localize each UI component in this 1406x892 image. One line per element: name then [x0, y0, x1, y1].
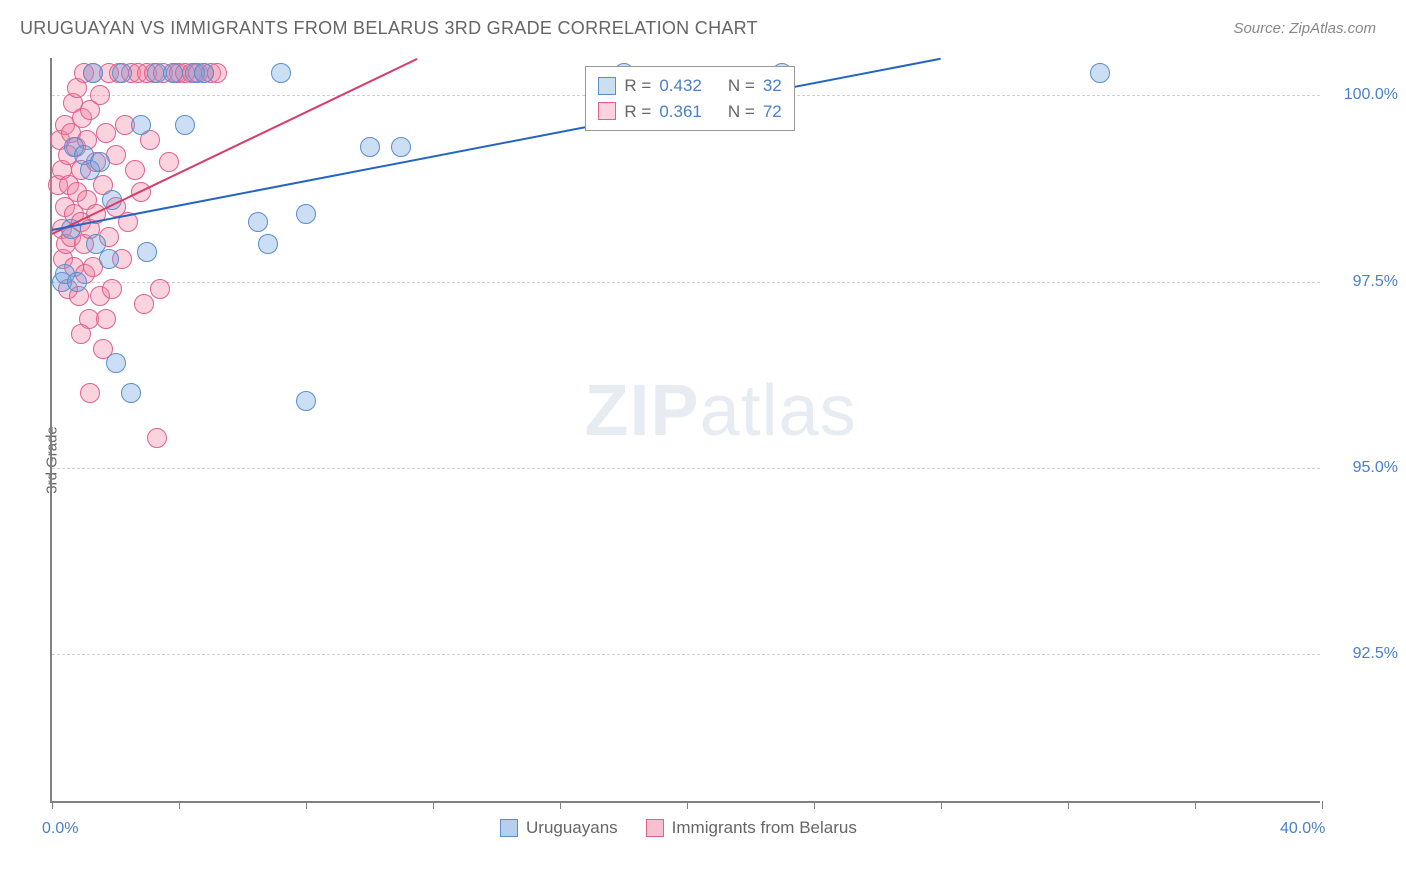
- data-point: [296, 391, 316, 411]
- data-point: [296, 204, 316, 224]
- x-tick: [560, 801, 561, 809]
- source-attribution: Source: ZipAtlas.com: [1233, 20, 1376, 37]
- legend-n-value: 72: [763, 99, 782, 125]
- legend-n-label: N =: [728, 73, 755, 99]
- legend-swatch: [646, 819, 664, 837]
- legend-r-value: 0.361: [659, 99, 702, 125]
- plot-area: ZIPatlas 100.0%97.5%95.0%92.5%R =0.432N …: [50, 58, 1320, 803]
- y-tick-label: 97.5%: [1353, 273, 1398, 291]
- data-point: [90, 152, 110, 172]
- data-point: [96, 309, 116, 329]
- data-point: [71, 324, 91, 344]
- gridline: [52, 654, 1320, 655]
- x-axis-max-label: 40.0%: [1280, 820, 1325, 838]
- legend-bottom: Uruguayans Immigrants from Belarus: [500, 818, 857, 838]
- data-point: [194, 63, 214, 83]
- legend-row: R = 0.432 N = 32: [598, 73, 781, 99]
- gridline: [52, 468, 1320, 469]
- legend-r-value: 0.432: [659, 73, 702, 99]
- legend-r-label: R =: [624, 73, 651, 99]
- data-point: [391, 137, 411, 157]
- data-point: [159, 152, 179, 172]
- data-point: [131, 115, 151, 135]
- legend-item: Immigrants from Belarus: [646, 818, 857, 838]
- legend-r-label: R =: [624, 99, 651, 125]
- legend-label: Uruguayans: [526, 818, 618, 838]
- gridline: [52, 282, 1320, 283]
- data-point: [137, 242, 157, 262]
- x-tick: [179, 801, 180, 809]
- data-point: [134, 294, 154, 314]
- data-point: [175, 115, 195, 135]
- data-point: [248, 212, 268, 232]
- y-tick-label: 100.0%: [1344, 86, 1398, 104]
- data-point: [67, 272, 87, 292]
- x-tick: [941, 801, 942, 809]
- legend-n-label: N =: [728, 99, 755, 125]
- y-tick-label: 95.0%: [1353, 459, 1398, 477]
- data-point: [163, 63, 183, 83]
- data-point: [150, 279, 170, 299]
- data-point: [147, 428, 167, 448]
- x-tick: [687, 801, 688, 809]
- correlation-legend: R = 0.432 N = 32 R = 0.361 N = 72: [585, 66, 794, 131]
- x-tick: [814, 801, 815, 809]
- data-point: [80, 383, 100, 403]
- data-point: [102, 279, 122, 299]
- x-axis-min-label: 0.0%: [42, 820, 78, 838]
- data-point: [360, 137, 380, 157]
- legend-swatch: [598, 77, 616, 95]
- legend-swatch: [598, 102, 616, 120]
- data-point: [121, 383, 141, 403]
- data-point: [1090, 63, 1110, 83]
- chart-title: URUGUAYAN VS IMMIGRANTS FROM BELARUS 3RD…: [20, 18, 758, 39]
- data-point: [99, 249, 119, 269]
- data-point: [271, 63, 291, 83]
- data-point: [96, 123, 116, 143]
- y-tick-label: 92.5%: [1353, 645, 1398, 663]
- data-point: [258, 234, 278, 254]
- legend-label: Immigrants from Belarus: [672, 818, 857, 838]
- trend-line: [52, 58, 941, 231]
- legend-item: Uruguayans: [500, 818, 618, 838]
- legend-row: R = 0.361 N = 72: [598, 99, 781, 125]
- x-tick: [52, 801, 53, 809]
- x-tick: [1068, 801, 1069, 809]
- data-point: [90, 85, 110, 105]
- x-tick: [306, 801, 307, 809]
- x-tick: [1195, 801, 1196, 809]
- data-point: [125, 160, 145, 180]
- legend-swatch: [500, 819, 518, 837]
- chart-container: 3rd Grade ZIPatlas 100.0%97.5%95.0%92.5%…: [20, 50, 1380, 870]
- legend-n-value: 32: [763, 73, 782, 99]
- x-tick: [1322, 801, 1323, 809]
- watermark: ZIPatlas: [585, 370, 857, 452]
- data-point: [83, 63, 103, 83]
- data-point: [112, 63, 132, 83]
- data-point: [106, 353, 126, 373]
- x-tick: [433, 801, 434, 809]
